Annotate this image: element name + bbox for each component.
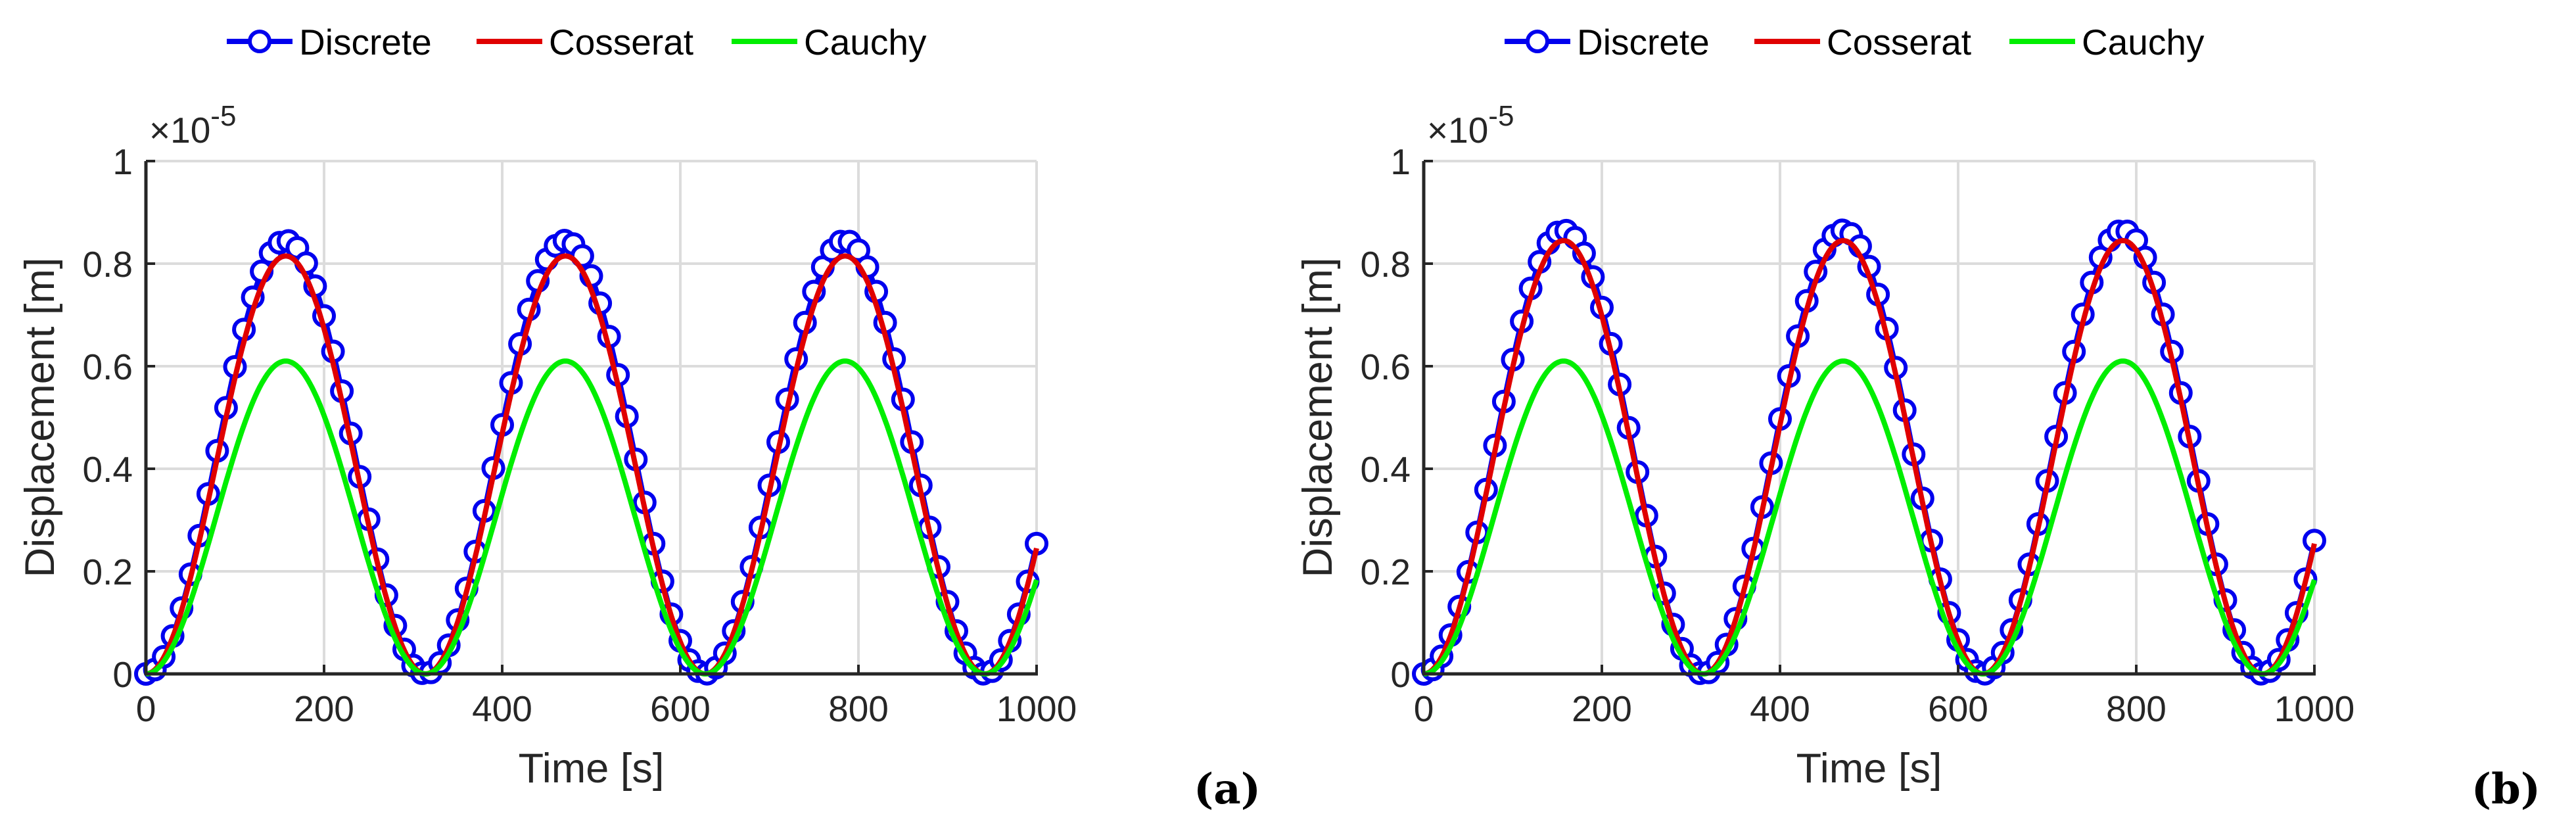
legend-label-cosserat: Cosserat [1827,22,1971,62]
x-tick-label: 800 [828,688,889,729]
series-line-cosserat [1422,238,2317,677]
series-cosserat [145,253,1039,677]
x-tick-label: 0 [1414,688,1434,729]
y-tick-label: 0 [112,654,133,695]
legend-item-discrete: Discrete [1505,22,1710,62]
x-tick-label: 200 [1572,688,1632,729]
legend: Discrete Cosserat Cauchy [227,22,927,62]
y-tick-label: 0.6 [83,346,133,387]
x-tick-label: 600 [1928,688,1988,729]
legend-label-cauchy: Cauchy [2082,22,2205,62]
x-axis-label: Time [s] [1796,746,1942,792]
y-exponent-base: ×10 [1427,110,1488,151]
legend-label-discrete: Discrete [1577,22,1710,62]
series-line-cauchy [1422,358,2317,677]
legend-label-cauchy: Cauchy [804,22,927,62]
x-tick-label: 800 [2106,688,2166,729]
x-tick-label: 1000 [996,688,1077,729]
legend-item-cosserat: Cosserat [1754,22,1971,62]
legend-marker-discrete [1526,30,1549,53]
x-tick-label: 0 [136,688,156,729]
y-tick-label: 0.4 [83,449,133,490]
x-tick-label: 600 [650,688,711,729]
series-cauchy [1422,358,2317,677]
y-tick-label: 1 [1390,141,1411,182]
legend-label-cosserat: Cosserat [549,22,693,62]
series-cosserat [1422,238,2317,677]
y-exponent-label: ×10-5 [149,100,236,151]
chart-panel-1: 0 200 400 600 800 1000 0 0.2 0.4 0.6 0.8 1 ×10-5 Time… [17,22,1261,814]
y-tick-label: 0.8 [1361,244,1411,285]
legend-item-cauchy: Cauchy [2009,22,2205,62]
legend-item-cosserat: Cosserat [477,22,693,62]
y-exponent-power: -5 [1488,100,1514,132]
panel-label: (b) [2471,765,2541,814]
series-line-cauchy [145,358,1039,677]
x-tick-label: 400 [1750,688,1810,729]
x-tick-label: 1000 [2274,688,2354,729]
series-line-cosserat [145,253,1039,677]
chart-panel-2: 0 200 400 600 800 1000 0 0.2 0.4 0.6 0.8 1 ×10-5 Time… [1295,22,2541,814]
x-tick-label: 400 [472,688,532,729]
y-tick-label: 0.2 [1361,552,1411,592]
x-tick-label: 200 [294,688,354,729]
y-tick-label: 0 [1390,654,1411,695]
y-exponent-power: -5 [210,100,236,132]
legend-label-discrete: Discrete [299,22,432,62]
series-cauchy [145,358,1039,677]
panel-label: (a) [1194,765,1261,814]
y-axis-label: Displacement [m] [1295,258,1341,578]
y-tick-label: 1 [112,141,133,182]
legend: Discrete Cosserat Cauchy [1505,22,2205,62]
x-axis-label: Time [s] [519,746,665,792]
y-tick-label: 0.4 [1361,449,1411,490]
y-exponent-base: ×10 [149,110,210,151]
y-tick-label: 0.6 [1361,346,1411,387]
legend-marker-discrete [248,30,271,53]
y-tick-label: 0.2 [83,552,133,592]
y-exponent-label: ×10-5 [1427,100,1514,151]
legend-item-discrete: Discrete [227,22,432,62]
y-axis-label: Displacement [m] [17,258,63,578]
y-tick-label: 0.8 [83,244,133,285]
legend-item-cauchy: Cauchy [732,22,927,62]
